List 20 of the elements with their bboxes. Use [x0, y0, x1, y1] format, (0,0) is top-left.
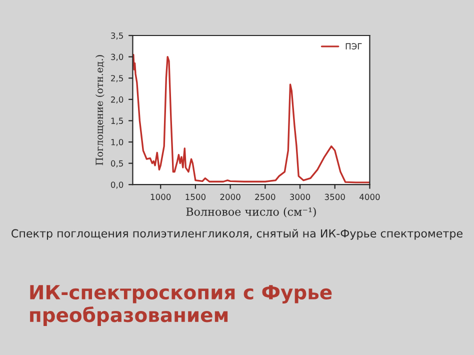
y-axis-title: Поглощение (отн.ед.) [95, 55, 104, 166]
y-tick-label: 0,5 [110, 160, 123, 168]
legend-label: ПЭГ [346, 43, 362, 50]
y-tick-label: 0,0 [110, 182, 124, 189]
x-axis-title: Волновое число (см⁻¹) [186, 207, 316, 218]
x-tick-label: 2000 [220, 194, 240, 200]
text: ИК-спектроскопия с Фурье преобразованием [30, 285, 332, 326]
y-tick-label: 1,0 [111, 138, 124, 146]
x-tick-label: 1000 [150, 194, 171, 200]
y-tick-label: 3,5 [111, 32, 123, 40]
x-tick-label: 1500 [186, 194, 206, 200]
x-tick-label: 3500 [324, 194, 345, 200]
x-tick-label: 4000 [360, 194, 380, 200]
y-tick-label: 3,0 [111, 54, 124, 61]
y-tick-label: 2,0 [111, 96, 124, 104]
x-tick-label: 3000 [290, 194, 310, 200]
text: Спектр поглощения полиэтиленгликоля, снятый на ИК-Фурье спектрометре [12, 229, 462, 240]
y-tick-label: 1,5 [111, 118, 123, 125]
y-tick-label: 2,5 [111, 75, 123, 82]
x-tick-label: 2500 [255, 194, 276, 200]
